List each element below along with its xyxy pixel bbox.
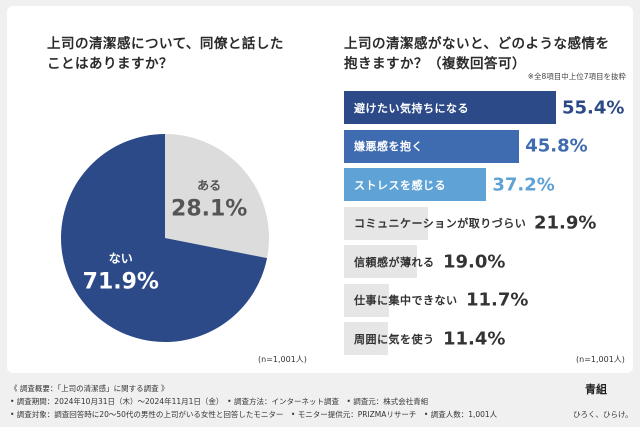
bar-category-label: 避けたい気持ちになる (354, 101, 469, 115)
company-tagline: ひろく、ひらけ。 (573, 410, 633, 419)
bar-value-label: 21.9% (534, 212, 597, 234)
bar-row-7: 周囲に気を使う (344, 322, 434, 355)
pie-chart-title: 上司の清潔感について、同僚と話した ことはありますか？ (47, 36, 284, 72)
company-logo: 青組 (585, 383, 607, 396)
pie-slice-2 (61, 134, 268, 342)
bar-row-5: 信頼感が薄れる (344, 245, 434, 278)
bar-row-2: 嫌悪感を抱く (344, 129, 520, 163)
bar-sample-size: (n=1,001人) (576, 355, 625, 364)
pie-slice-1 (165, 134, 269, 259)
bar-category-label: コミュニケーションが取りづらい (354, 217, 527, 230)
bar-value-label: 45.8% (525, 135, 588, 157)
bar-chart-title: 上司の清潔感がないと、どのような感情を 抱きますか？（複数回答可） (344, 36, 610, 72)
pie-value-label: 28.1% (171, 197, 247, 222)
bar-value-label: 11.4% (443, 328, 506, 349)
survey-summary-heading: 《 調査概要：「上司の清潔感」に関する調査 》 (10, 384, 169, 393)
bar-category-label: 嫌悪感を抱く (354, 140, 423, 153)
pie-category-label: ある (197, 179, 221, 193)
pie-category-label: ない (109, 251, 133, 265)
bar-row-3: ストレスを感じる (344, 168, 487, 201)
bar-category-label: ストレスを感じる (354, 178, 446, 192)
pie-value-label: 71.9% (83, 269, 159, 294)
bar-row-4: コミュニケーションが取りづらい (344, 206, 526, 240)
survey-details-line-2: • 調査対象：調査回答時に20～50代の男性の上司がいる女性と回答したモニター … (10, 410, 498, 419)
bar-row-1: 避けたい気持ちになる (344, 91, 556, 124)
bar-category-label: 信頼感が薄れる (354, 255, 435, 269)
bar-category-label: 周囲に気を使う (354, 332, 435, 346)
bar-value-label: 55.4% (562, 97, 625, 118)
bar-category-label: 仕事に集中できない (354, 294, 458, 307)
bar-value-label: 11.7% (466, 289, 529, 311)
bar-chart-note: ※全8項目中上位7項目を抜粋 (527, 72, 626, 81)
pie-sample-size: (n=1,001人) (258, 355, 307, 364)
bar-value-label: 19.0% (443, 251, 506, 272)
survey-details-line-1: • 調査期間：2024年10月31日（木）～2024年11月1日（金） • 調査… (10, 397, 429, 406)
bar-value-label: 37.2% (492, 174, 555, 195)
bar-row-6: 仕事に集中できない (344, 283, 457, 317)
